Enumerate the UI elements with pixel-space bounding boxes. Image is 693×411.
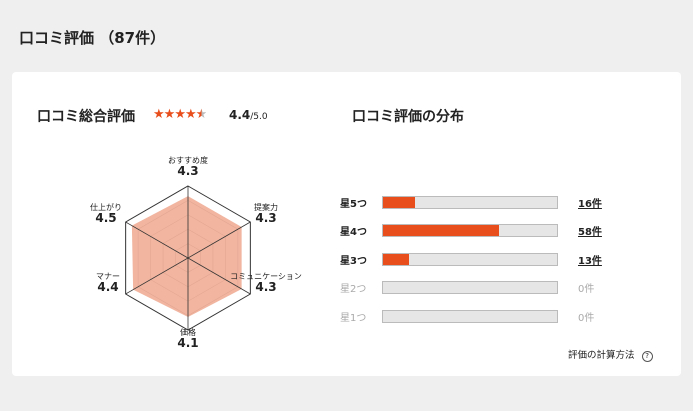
radar-outline xyxy=(125,185,251,331)
distribution-row: 星5つ 16件 xyxy=(340,194,602,210)
star-icon: ★ xyxy=(163,107,176,122)
radar-axis-label: おすすめ度 4.3 xyxy=(148,156,228,178)
star-level-label: 星1つ xyxy=(340,312,367,324)
summary-heading: 口コミ総合評価 xyxy=(37,109,135,125)
axis-name: 仕上がり xyxy=(90,203,122,212)
distribution-bar xyxy=(382,224,558,237)
axis-value: 4.3 xyxy=(177,164,199,178)
distribution-bar-fill xyxy=(383,225,499,236)
radar-axis-label: 価格 4.1 xyxy=(148,328,228,350)
star-level-label: 星2つ xyxy=(340,284,367,295)
question-circle-icon[interactable]: ? xyxy=(641,351,653,362)
star-icon: ★ xyxy=(174,107,186,122)
rating-score: 4.4/5.0 xyxy=(229,108,268,122)
distribution-bar-fill xyxy=(383,253,409,265)
distribution-row: 星1つ 0件 xyxy=(340,308,594,324)
star-icon: ★ xyxy=(153,107,165,122)
calc-method-label: 評価の計算方法 xyxy=(568,350,635,361)
radar-area xyxy=(131,196,242,318)
axis-name: おすすめ度 xyxy=(168,156,208,165)
axis-value: 4.1 xyxy=(177,336,199,350)
axis-name: マナー xyxy=(96,272,120,281)
count-link[interactable]: 16件 xyxy=(578,198,602,210)
distribution-bar xyxy=(382,281,558,294)
calc-method-link[interactable]: 評価の計算方法 ? xyxy=(568,347,653,362)
count-link[interactable]: 58件 xyxy=(578,227,602,238)
star-icon: ★ xyxy=(184,107,197,122)
half-star-icon: ★ xyxy=(195,107,208,122)
radar-axis-label: コミュニケーション 4.3 xyxy=(226,272,306,294)
review-card xyxy=(12,72,681,376)
radar-axis-label: 提案力 4.3 xyxy=(226,203,306,225)
axis-value: 4.3 xyxy=(255,280,277,294)
axis-name: 価格 xyxy=(180,328,196,337)
distribution-row: 星2つ 0件 xyxy=(340,280,594,296)
count-link: 0件 xyxy=(578,284,595,295)
rating-max: /5.0 xyxy=(250,112,268,122)
distribution-bar-fill xyxy=(383,196,415,208)
page-title: 口コミ評価 （87件） xyxy=(19,29,166,47)
star-rating: ★★★★★ xyxy=(153,107,208,122)
rating-value: 4.4 xyxy=(229,108,251,122)
distribution-row: 星4つ 58件 xyxy=(340,223,602,239)
axis-value: 4.4 xyxy=(97,280,119,294)
axis-name: 提案力 xyxy=(254,203,278,212)
axis-name: コミュニケーション xyxy=(230,272,302,281)
radar-axis-label: マナー 4.4 xyxy=(68,272,148,294)
radar-axis-label: 仕上がり 4.5 xyxy=(66,203,146,225)
axis-value: 4.3 xyxy=(255,211,277,225)
star-level-label: 星5つ xyxy=(340,198,367,210)
count-link[interactable]: 13件 xyxy=(578,255,602,267)
axis-value: 4.5 xyxy=(95,211,117,225)
distribution-row: 星3つ 13件 xyxy=(340,251,602,267)
distribution-bar xyxy=(382,309,558,323)
distribution-heading: 口コミ評価の分布 xyxy=(352,109,464,125)
radar-spoke xyxy=(125,221,251,295)
distribution-bar xyxy=(382,252,558,266)
distribution-bar xyxy=(382,195,558,209)
star-level-label: 星3つ xyxy=(340,255,367,267)
count-link: 0件 xyxy=(578,312,595,324)
star-level-label: 星4つ xyxy=(340,227,367,238)
